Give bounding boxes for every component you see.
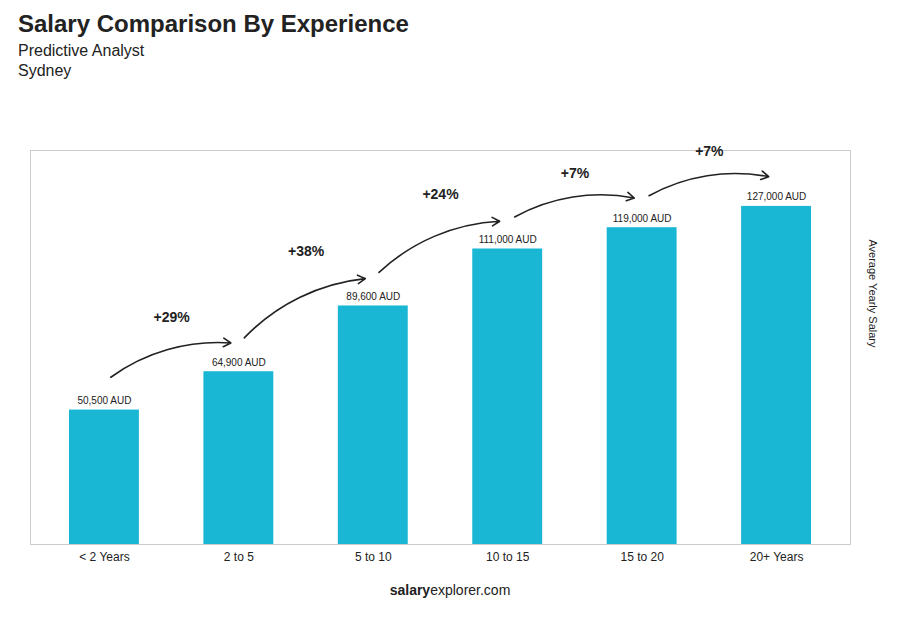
svg-text:50,500 AUD: 50,500 AUD: [77, 395, 131, 406]
svg-text:< 2 Years: < 2 Years: [79, 550, 129, 564]
svg-text:+7%: +7%: [561, 165, 590, 181]
svg-text:10 to 15: 10 to 15: [486, 550, 530, 564]
svg-text:64,900 AUD: 64,900 AUD: [212, 357, 266, 368]
svg-text:+24%: +24%: [422, 186, 459, 202]
svg-text:5 to 10: 5 to 10: [355, 550, 392, 564]
svg-text:2 to 5: 2 to 5: [224, 550, 254, 564]
svg-text:119,000 AUD: 119,000 AUD: [613, 213, 672, 224]
html-text:Salary Comparison By Experienc: Salary Comparison By Experience: [18, 10, 409, 37]
svg-text:15 to 20: 15 to 20: [620, 550, 664, 564]
svg-text:Average Yearly Salary: Average Yearly Salary: [867, 239, 879, 348]
svg-text:+7%: +7%: [695, 143, 724, 159]
svg-text:127,000 AUD: 127,000 AUD: [747, 191, 807, 202]
svg-text:111,000 AUD: 111,000 AUD: [479, 234, 537, 245]
html-text:Sydney: Sydney: [18, 62, 72, 79]
svg-text:89,600 AUD: 89,600 AUD: [346, 291, 400, 302]
svg-text:+29%: +29%: [154, 309, 191, 325]
html-text:salary explorer.com: salary explorer.com: [389, 582, 511, 598]
svg-text:20+ Years: 20+ Years: [750, 550, 804, 564]
html-text:Predictive Analyst: Predictive Analyst: [18, 42, 145, 59]
svg-text:+38%: +38%: [288, 243, 325, 259]
